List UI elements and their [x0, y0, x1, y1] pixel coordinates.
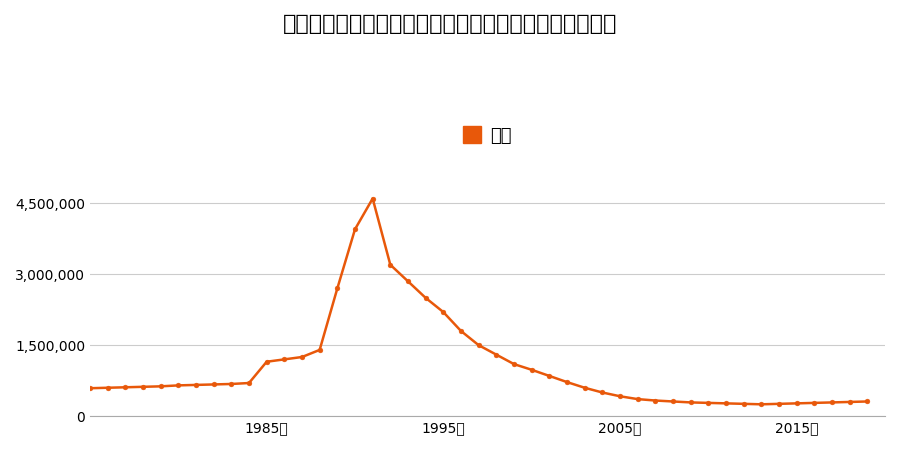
Legend: 価格: 価格 — [456, 119, 519, 152]
Text: 大阪府大阪市淀川区十三本町１丁目９番２５の地価推移: 大阪府大阪市淀川区十三本町１丁目９番２５の地価推移 — [283, 14, 617, 33]
